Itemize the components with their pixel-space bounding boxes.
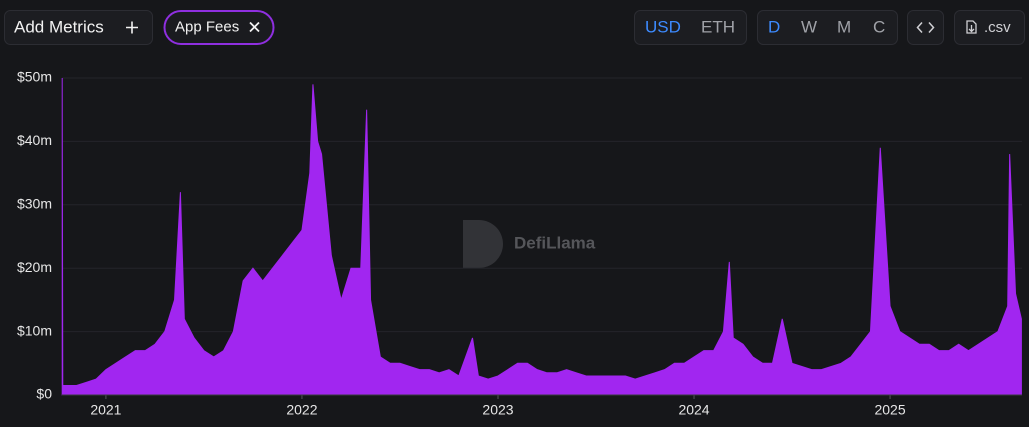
add-metrics-button[interactable]: Add Metrics [4, 10, 153, 45]
button-frame [954, 10, 1025, 45]
area [61, 77, 1022, 396]
embed-button[interactable] [907, 10, 944, 45]
button-label: .csv [984, 19, 1011, 36]
button-label: Add Metrics [14, 17, 104, 36]
watermark: DefiLlama [463, 220, 596, 268]
metric-chip[interactable]: App Fees [163, 10, 275, 45]
y-tick-label: $30m [17, 196, 52, 212]
interval-option[interactable]: W [801, 17, 817, 36]
currency-group [634, 10, 747, 45]
code-icon [916, 21, 935, 34]
y-tick-label: $40m [17, 132, 52, 148]
button-frame [907, 10, 944, 45]
download-icon [966, 20, 977, 34]
y-tick-label: $20m [17, 259, 52, 275]
x-tick-label: 2025 [874, 402, 905, 418]
y-tick-label: $50m [17, 69, 52, 85]
y-tick-label: $0 [36, 386, 52, 402]
x-tick-label: 2023 [482, 402, 513, 418]
interval-group [757, 10, 898, 45]
y-tick-label: $10m [17, 322, 52, 338]
interval-option[interactable]: D [768, 17, 780, 36]
watermark-text: DefiLlama [514, 233, 596, 252]
button-frame [4, 10, 153, 45]
interval-option[interactable]: M [837, 17, 851, 36]
close-icon[interactable] [249, 21, 260, 33]
chip-label: App Fees [175, 18, 239, 35]
watermark-logo [463, 220, 503, 268]
csv-button[interactable]: .csv [954, 10, 1025, 45]
interval-option[interactable]: C [873, 17, 885, 36]
plus-icon [126, 21, 138, 34]
currency-option[interactable]: USD [645, 17, 681, 36]
chip-frame [163, 10, 275, 45]
x-tick-label: 2024 [678, 402, 709, 418]
plot: $0 $10m $20m $30m $40m $50m 2021 2022 2023 2024 20… [17, 69, 1022, 418]
currency-option[interactable]: ETH [701, 17, 735, 36]
x-tick-label: 2022 [286, 402, 317, 418]
x-tick-label: 2021 [90, 402, 121, 418]
